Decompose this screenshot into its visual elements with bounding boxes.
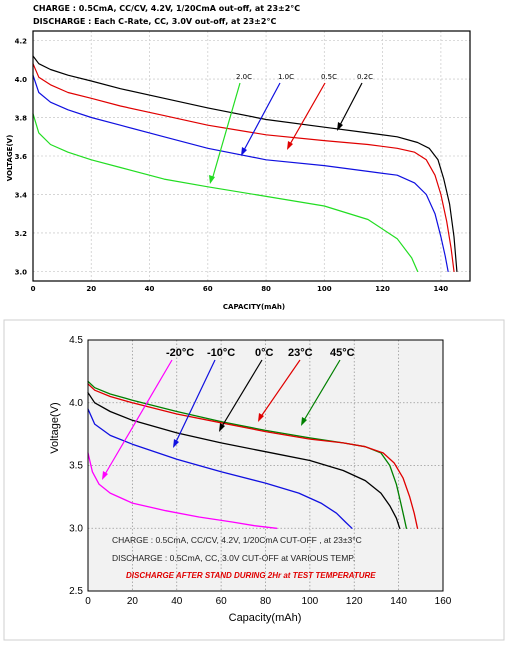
chart1-x-tick-6: 120 — [375, 285, 390, 293]
chart2-arrowhead-minus10c — [173, 439, 179, 448]
chart1-series-1-0c — [32, 74, 449, 272]
chart2-arrow-0c — [220, 359, 263, 429]
chart2-note-discharge: DISCHARGE : 0.5CmA, CC, 3.0V CUT-OFF at … — [112, 553, 355, 563]
chart1-arrowhead-1-0c — [241, 147, 247, 156]
chart1-arrow-0-5c — [288, 82, 326, 147]
chart2-x-tick-6: 120 — [346, 596, 363, 607]
chart1-x-tick-5: 100 — [317, 285, 332, 293]
chart2-label-minus20c: -20°C — [166, 347, 194, 359]
chart1-y-tick-0: 3.0 — [15, 268, 28, 276]
chart1-x-tick-2: 40 — [145, 285, 155, 293]
chart2-arrow-minus20c — [103, 359, 173, 477]
chart2-annotations: -20°C -10°C 0°C 23°C 45°C — [102, 347, 355, 480]
chart1-x-tick-1: 20 — [86, 285, 96, 293]
chart2-x-tick-8: 160 — [435, 596, 452, 607]
chart2-note-stand: DISCHARGE AFTER STAND DURING 2Hr at TEST… — [126, 571, 376, 580]
chart2-note-charge: CHARGE : 0.5CmA, CC/CV, 4.2V, 1/20CmA CU… — [112, 535, 362, 545]
chart1-y-tick-1: 3.2 — [15, 230, 28, 238]
chart1-arrowhead-2-0c — [209, 175, 215, 184]
chart2-notes: CHARGE : 0.5CmA, CC/CV, 4.2V, 1/20CmA CU… — [112, 535, 376, 580]
chart1-series-0-2c — [32, 55, 458, 272]
chart2-x-tick-0: 0 — [85, 596, 91, 607]
chart2-plot-group: 0 20 40 60 80 100 120 140 160 2.5 3.0 3.5 4.0 4.5 — [69, 335, 452, 607]
chart1-arrow-2-0c — [211, 82, 241, 181]
chart2-y-tick-0: 2.5 — [69, 586, 83, 597]
chart2-series-23-c — [87, 383, 419, 529]
chart1-y-axis-label: VOLTAGE(V) — [6, 135, 14, 182]
chart1-series-2-0c — [32, 113, 419, 272]
chart1-y-tick-4: 3.8 — [15, 115, 28, 123]
chart2-arrowhead-minus20c — [102, 471, 108, 480]
chart1-plot-group: 0 20 40 60 80 100 120 140 3.0 3.2 3.4 3.6 3.8 4.0 4.2 — [15, 30, 471, 293]
chart1-label-2-0c: 2.0C — [236, 73, 252, 81]
chart1-x-tick-4: 80 — [261, 285, 271, 293]
chart1-arrowhead-0-5c — [287, 141, 293, 150]
chart2-arrowhead-45c — [301, 417, 307, 426]
chart1-y-tick-3: 3.6 — [15, 153, 28, 161]
chart-rate-discharge: CHARGE : 0.5CmA, CC/CV, 4.2V, 1/20CmA ou… — [6, 4, 471, 311]
chart2-arrow-45c — [302, 359, 341, 423]
chart2-x-tick-7: 140 — [390, 596, 407, 607]
chart2-x-tick-2: 40 — [171, 596, 183, 607]
chart1-y-tick-2: 3.4 — [15, 191, 28, 199]
chart2-label-45c: 45°C — [330, 347, 355, 359]
chart2-x-tick-1: 20 — [127, 596, 139, 607]
chart2-y-tick-3: 4.0 — [69, 398, 83, 409]
chart1-x-tick-0: 0 — [31, 285, 36, 293]
chart2-y-tick-4: 4.5 — [69, 335, 83, 346]
chart1-y-tick-5: 4.0 — [15, 76, 28, 84]
chart1-series-0-5c — [32, 63, 455, 272]
chart2-arrowhead-0c — [219, 423, 225, 432]
chart2-label-0c: 0°C — [255, 347, 274, 359]
chart2-x-tick-4: 80 — [260, 596, 272, 607]
chart1-header-line-2: DISCHARGE : Each C-Rate, CC, 3.0V out-of… — [33, 17, 276, 26]
chart1-arrow-1-0c — [242, 82, 281, 153]
chart2-y-tick-2: 3.5 — [69, 461, 83, 472]
chart2-label-minus10c: -10°C — [207, 347, 235, 359]
chart1-x-tick-3: 60 — [203, 285, 213, 293]
chart1-annotations: 2.0C 1.0C 0.5C 0.2C — [209, 73, 373, 184]
chart2-plot-border — [87, 339, 444, 592]
chart2-series-10-c — [87, 408, 353, 529]
chart2-x-axis-label: Capacity(mAh) — [229, 612, 302, 624]
chart1-arrowhead-0-2c — [337, 122, 343, 131]
chart1-x-tick-7: 140 — [434, 285, 449, 293]
chart1-arrow-0-2c — [338, 82, 363, 128]
chart2-y-tick-1: 3.0 — [69, 523, 83, 534]
chart1-label-0-2c: 0.2C — [357, 73, 373, 81]
chart-temperature-discharge: 0 20 40 60 80 100 120 140 160 2.5 3.0 3.5 4.0 4.5 Vol… — [3, 319, 505, 641]
chart2-plot-area — [88, 340, 443, 591]
chart2-arrow-23c — [259, 359, 301, 419]
chart1-label-0-5c: 0.5C — [321, 73, 337, 81]
chart1-y-tick-6: 4.2 — [15, 38, 28, 46]
chart2-series-20-c — [87, 452, 278, 529]
chart2-series-0-c — [87, 392, 401, 529]
chart2-arrowhead-23c — [258, 413, 264, 422]
chart1-label-1-0c: 1.0C — [278, 73, 294, 81]
chart2-label-23c: 23°C — [288, 347, 313, 359]
chart2-y-axis-label: Voltage(V) — [49, 402, 61, 453]
chart2-x-tick-5: 100 — [302, 596, 319, 607]
chart2-arrow-minus10c — [174, 359, 216, 445]
chart1-header-line-1: CHARGE : 0.5CmA, CC/CV, 4.2V, 1/20CmA ou… — [33, 4, 300, 13]
chart2-x-tick-3: 60 — [216, 596, 228, 607]
chart1-plot-border — [32, 30, 471, 282]
chart1-x-axis-label: CAPACITY(mAh) — [223, 303, 285, 311]
